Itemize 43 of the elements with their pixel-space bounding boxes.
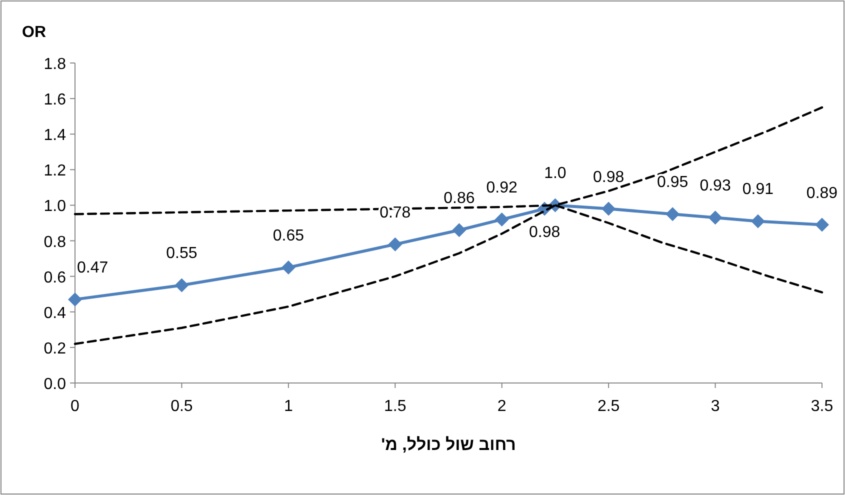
y-tick-label: 0.8 <box>44 234 66 251</box>
point <box>815 218 829 232</box>
y-tick-label: 1.4 <box>44 127 66 144</box>
y-tick-label: 1.6 <box>44 92 66 109</box>
y-tick-label: 0.4 <box>44 304 66 322</box>
point <box>494 212 509 226</box>
x-tick-label: 3 <box>710 398 720 415</box>
point <box>452 223 466 238</box>
point <box>68 292 82 306</box>
data-labels: 0.95 <box>657 174 688 192</box>
y-axis-title: OR <box>22 24 46 41</box>
point <box>708 210 722 225</box>
data-labels: 0.98 <box>593 168 624 186</box>
data-labels: 0.47 <box>77 259 108 276</box>
point <box>174 278 189 292</box>
data-labels: 0.65 <box>272 227 304 244</box>
y-tick-label: 0.6 <box>44 269 66 286</box>
y-tick-label: 1.2 <box>44 162 66 180</box>
y-tick-label: 1.8 <box>44 56 66 73</box>
y-tick-label: 0.0 <box>44 376 66 393</box>
data-labels: 0.93 <box>700 178 731 195</box>
y-tick-label: 0.2 <box>44 340 66 358</box>
data-labels: 1.0 <box>544 165 566 182</box>
data-labels: 0.89 <box>806 184 838 202</box>
data-labels: 0.86 <box>444 190 475 208</box>
point <box>666 207 680 222</box>
x-tick-label: 1 <box>284 398 293 415</box>
data-labels: 0.55 <box>166 245 198 262</box>
point <box>602 202 616 216</box>
point <box>388 237 402 252</box>
x-tick-label: 1.5 <box>384 398 406 415</box>
data-labels: 0.92 <box>486 179 518 196</box>
data-labels: 0.98 <box>528 224 560 241</box>
point <box>281 260 296 274</box>
x-axis-title: רחוב שול כולל, מ' <box>381 435 516 454</box>
data-labels: 0.91 <box>742 181 774 198</box>
x-tick-label: 0 <box>70 398 80 415</box>
y-tick-label: 1.0 <box>44 198 66 216</box>
point <box>750 214 765 228</box>
x-tick-label: 2 <box>497 398 506 415</box>
x-tick-label: 2.5 <box>597 398 620 415</box>
x-tick-label: 3.5 <box>810 398 834 415</box>
x-tick-label: 0.5 <box>170 398 193 415</box>
